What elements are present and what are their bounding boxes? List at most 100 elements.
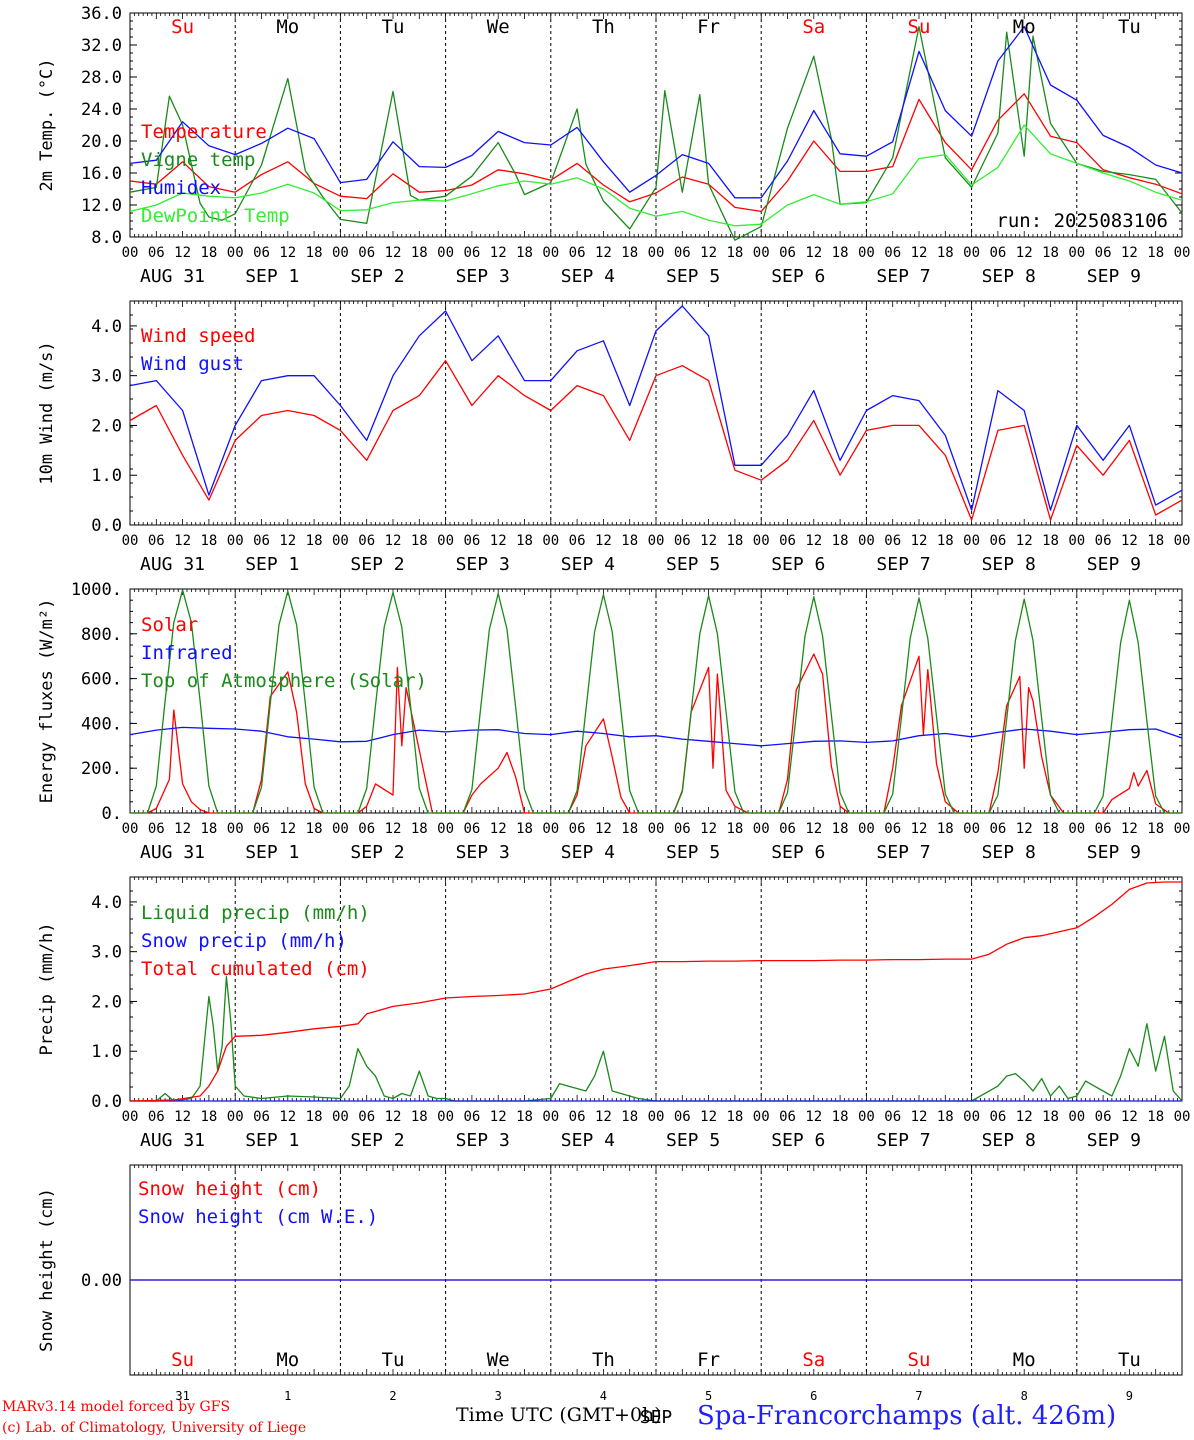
hour-tick-label: 18: [1042, 245, 1059, 261]
hour-tick-label: 12: [595, 245, 612, 261]
legend-entry: Snow height (cm W.E.): [138, 1206, 378, 1228]
date-label: SEP 5: [666, 1130, 720, 1151]
hour-tick-label: 12: [174, 821, 191, 837]
hour-tick-label: 18: [200, 1109, 217, 1125]
date-label: SEP 2: [350, 842, 404, 863]
date-label: SEP 8: [982, 1130, 1036, 1151]
day-number: 8: [1021, 1389, 1028, 1403]
hour-tick-label: 00: [122, 821, 139, 837]
legend-entry: Humidex: [141, 177, 221, 199]
hour-tick-label: 18: [1147, 533, 1164, 549]
day-number: 6: [810, 1389, 817, 1403]
plot-frame: [129, 588, 1183, 814]
hour-tick-label: 06: [463, 245, 480, 261]
day-name-bottom: We: [487, 1349, 510, 1371]
hour-tick-label: 18: [200, 821, 217, 837]
hour-tick-label: 18: [411, 1109, 428, 1125]
hour-tick-label: 06: [358, 1109, 375, 1125]
hour-tick-label: 00: [542, 821, 559, 837]
legend-entry: Liquid precip (mm/h): [141, 902, 370, 924]
day-name-top: We: [487, 16, 510, 38]
hour-tick-label: 18: [516, 533, 533, 549]
y-tick-label: 28.0: [81, 68, 122, 88]
hour-tick-label: 06: [253, 821, 270, 837]
y-tick-label: 0.00: [81, 1271, 122, 1291]
hour-tick-label: 06: [674, 1109, 691, 1125]
series-line: [129, 93, 1183, 213]
y-axis-label: Precip (mm/h): [37, 922, 57, 1055]
hour-tick-label: 00: [753, 1109, 770, 1125]
hour-tick-label: 12: [1016, 533, 1033, 549]
hour-tick-label: 06: [779, 1109, 796, 1125]
hour-tick-label: 06: [989, 245, 1006, 261]
hour-tick-label: 18: [726, 821, 743, 837]
series-line: [129, 305, 1183, 511]
date-label: SEP 2: [350, 1130, 404, 1151]
day-number: 31: [175, 1389, 189, 1403]
hour-tick-label: 06: [148, 821, 165, 837]
hour-tick-label: 18: [516, 1109, 533, 1125]
date-label: SEP 5: [666, 842, 720, 863]
hour-tick-label: 18: [1147, 245, 1164, 261]
day-name-top: Mo: [1013, 16, 1036, 38]
date-label: AUG 31: [140, 266, 205, 287]
date-label: SEP 6: [771, 554, 825, 575]
legend-entry: Wind speed: [141, 325, 255, 347]
day-number: 4: [600, 1389, 607, 1403]
date-label: SEP 6: [771, 842, 825, 863]
legend-entry: Snow height (cm): [138, 1178, 321, 1200]
hour-tick-label: 18: [306, 821, 323, 837]
hour-tick-label: 12: [805, 1109, 822, 1125]
day-number: 7: [915, 1389, 922, 1403]
legend-entry: Total cumulated (cm): [141, 958, 370, 980]
date-label: SEP 3: [456, 266, 510, 287]
hour-tick-label: 00: [227, 1109, 244, 1125]
date-label: SEP 8: [982, 842, 1036, 863]
series-line: [129, 25, 1183, 241]
date-label: SEP 1: [245, 554, 299, 575]
hour-tick-label: 00: [1174, 821, 1191, 837]
hour-tick-label: 18: [200, 245, 217, 261]
y-tick-label: 3.0: [91, 943, 122, 963]
hour-tick-label: 00: [858, 1109, 875, 1125]
hour-tick-label: 06: [1095, 245, 1112, 261]
day-name-top: Su: [908, 16, 931, 38]
hour-tick-label: 12: [385, 533, 402, 549]
hour-tick-label: 12: [490, 821, 507, 837]
legend-entry: Wind gust: [141, 353, 244, 375]
hour-tick-label: 06: [253, 245, 270, 261]
y-tick-label: 200.: [81, 759, 122, 779]
hour-tick-label: 00: [437, 1109, 454, 1125]
hour-tick-label: 18: [621, 821, 638, 837]
hour-tick-label: 18: [1042, 1109, 1059, 1125]
day-name-top: Fr: [697, 16, 720, 38]
hour-tick-label: 12: [1121, 245, 1138, 261]
hour-tick-label: 00: [753, 821, 770, 837]
hour-tick-label: 06: [989, 533, 1006, 549]
day-name-top: Th: [592, 16, 615, 38]
hour-tick-label: 00: [542, 1109, 559, 1125]
hour-tick-label: 00: [963, 821, 980, 837]
hour-tick-label: 06: [358, 245, 375, 261]
y-tick-label: 0.0: [91, 1092, 122, 1112]
day-number: 3: [495, 1389, 502, 1403]
hour-tick-label: 18: [937, 533, 954, 549]
y-tick-label: 4.0: [91, 317, 122, 337]
legend-entry: Infrared: [141, 642, 233, 664]
hour-tick-label: 00: [332, 533, 349, 549]
hour-tick-label: 00: [122, 1109, 139, 1125]
date-label: SEP 2: [350, 554, 404, 575]
y-tick-label: 32.0: [81, 36, 122, 56]
date-label: AUG 31: [140, 842, 205, 863]
hour-tick-label: 12: [174, 1109, 191, 1125]
y-tick-label: 600.: [81, 670, 122, 690]
date-label: SEP 4: [561, 266, 615, 287]
date-label: SEP 1: [245, 266, 299, 287]
y-tick-label: 20.0: [81, 132, 122, 152]
y-axis-label: Energy fluxes (W/m²): [37, 599, 57, 804]
hour-tick-label: 18: [411, 821, 428, 837]
date-label: SEP 7: [876, 266, 930, 287]
legend-entry: Top of Atmosphere (Solar): [141, 670, 427, 692]
y-tick-label: 1.0: [91, 1042, 122, 1062]
hour-tick-label: 06: [358, 533, 375, 549]
